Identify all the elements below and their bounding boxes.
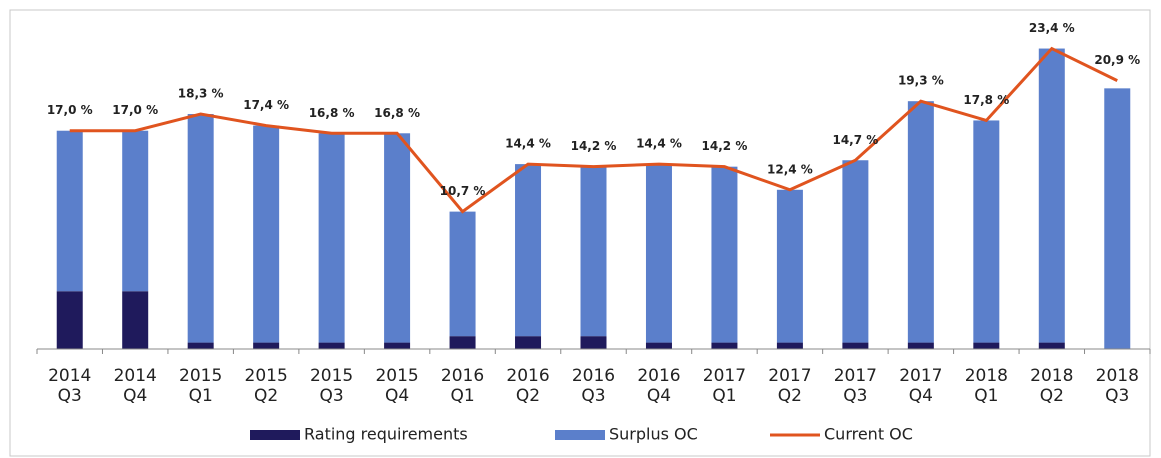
legend-label: Current OC	[824, 425, 913, 444]
x-tick-label: 2018	[1096, 366, 1139, 386]
legend-label: Rating requirements	[304, 425, 468, 444]
bar-segment	[907, 342, 934, 349]
bar-segment	[253, 342, 280, 349]
bar-segment	[842, 342, 869, 349]
x-tick-label: Q3	[1105, 386, 1129, 406]
legend-swatch	[555, 430, 605, 440]
bar-segment	[711, 342, 738, 349]
data-label: 18,3 %	[178, 87, 224, 101]
data-label: 17,8 %	[963, 93, 1009, 107]
data-label: 17,4 %	[243, 98, 289, 112]
bar-segment	[187, 342, 214, 349]
bar-segment	[776, 189, 803, 343]
bar-segment	[973, 342, 1000, 349]
x-tick-label: Q4	[123, 386, 147, 406]
data-label: 14,2 %	[702, 139, 748, 153]
bar-segment	[645, 164, 672, 343]
bar-segment	[384, 342, 411, 349]
line	[69, 46, 1118, 214]
bar-segment	[449, 336, 476, 349]
bar-segment	[515, 164, 542, 337]
x-tick-label: 2017	[834, 366, 877, 386]
data-label: 17,0 %	[47, 103, 93, 117]
bar-segment	[645, 342, 672, 349]
bar-segment	[515, 336, 542, 349]
x-tick-label: 2016	[572, 366, 615, 386]
x-tick-label: 2017	[768, 366, 811, 386]
x-tick-label: 2016	[441, 366, 484, 386]
x-tick-label: Q4	[909, 386, 933, 406]
bar-segment	[973, 120, 1000, 343]
x-tick-label: Q2	[254, 386, 278, 406]
data-label: 14,4 %	[636, 137, 682, 151]
x-tick-label: 2016	[506, 366, 549, 386]
x-tick-label: Q3	[58, 386, 82, 406]
x-tick-label: Q1	[450, 386, 474, 406]
data-label: 12,4 %	[767, 162, 813, 176]
bar-segment	[56, 291, 83, 349]
x-tick-label: 2015	[310, 366, 353, 386]
x-tick-label: 2017	[899, 366, 942, 386]
bar-segment	[842, 160, 869, 343]
x-tick-label: 2015	[245, 366, 288, 386]
data-label: 16,8 %	[309, 106, 355, 120]
bar-segment	[1104, 88, 1131, 350]
data-label: 14,7 %	[832, 133, 878, 147]
data-label: 23,4 %	[1029, 21, 1075, 35]
x-tick-label: Q1	[974, 386, 998, 406]
x-tick-label: 2014	[48, 366, 91, 386]
x-tick-label: Q2	[516, 386, 540, 406]
bar-segment	[122, 130, 149, 292]
x-tick-label: 2016	[637, 366, 680, 386]
bar-segment	[711, 166, 738, 343]
x-tick-label: 2017	[703, 366, 746, 386]
bar-segment	[580, 166, 607, 337]
x-tick-label: Q1	[189, 386, 213, 406]
x-tick-label: Q3	[581, 386, 605, 406]
data-label: 17,0 %	[112, 103, 158, 117]
bar-segment	[907, 101, 934, 343]
bar-segment	[318, 342, 345, 349]
data-label: 19,3 %	[898, 74, 944, 88]
bar-segment	[776, 342, 803, 349]
bar-segment	[1038, 342, 1065, 349]
x-tick-label: 2018	[965, 366, 1008, 386]
bar-segment	[318, 133, 345, 343]
x-tick-label: Q3	[320, 386, 344, 406]
x-tick-label: Q4	[647, 386, 671, 406]
x-tick-label: 2014	[114, 366, 157, 386]
legend-label: Surplus OC	[609, 425, 698, 444]
legend-swatch	[250, 430, 300, 440]
data-label: 10,7 %	[440, 184, 486, 198]
x-tick-label: Q2	[1040, 386, 1064, 406]
bar-segment	[122, 291, 149, 349]
chart-frame	[9, 9, 1151, 457]
x-tick-label: Q3	[843, 386, 867, 406]
x-tick-label: Q2	[778, 386, 802, 406]
x-tick-label: 2015	[375, 366, 418, 386]
x-tick-label: 2015	[179, 366, 222, 386]
data-label: 14,4 %	[505, 137, 551, 151]
bar-segment	[56, 130, 83, 292]
x-tick-label: Q4	[385, 386, 409, 406]
data-label: 14,2 %	[571, 139, 617, 153]
x-tick-label: Q1	[712, 386, 736, 406]
data-label: 20,9 %	[1094, 53, 1140, 67]
data-label: 16,8 %	[374, 106, 420, 120]
bar-segment	[384, 133, 411, 343]
bar-segment	[1038, 48, 1065, 343]
bar-segment	[449, 211, 476, 337]
bar-segment	[580, 336, 607, 349]
x-tick-label: 2018	[1030, 366, 1073, 386]
bar-segment	[187, 114, 214, 343]
bar-segment	[253, 125, 280, 343]
